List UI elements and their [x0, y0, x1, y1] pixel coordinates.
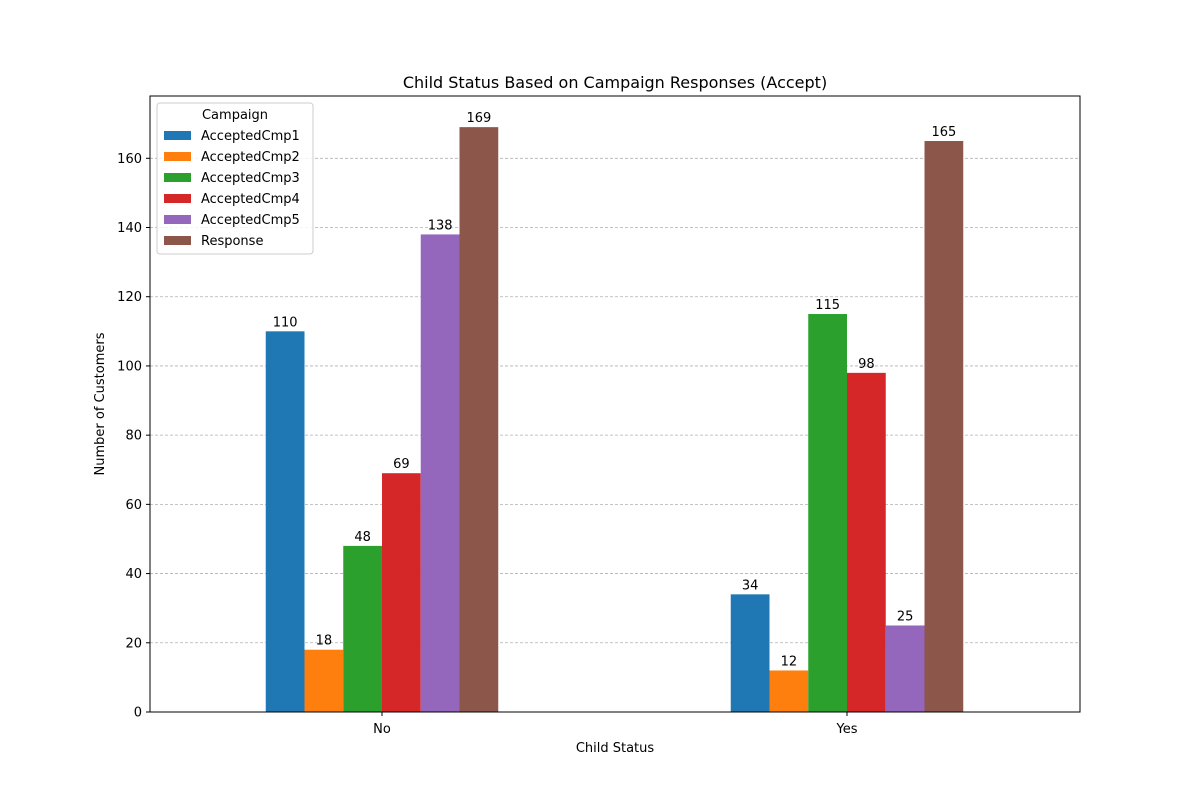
bar-acceptedcmp3-no	[343, 545, 382, 712]
x-axis-title: Child Status	[576, 741, 655, 756]
legend-label: AcceptedCmp4	[201, 192, 300, 207]
y-tick-label: 100	[117, 359, 142, 374]
bar-value-label: 115	[815, 298, 840, 313]
bar-value-label: 165	[931, 125, 956, 140]
bar-value-label: 48	[354, 530, 371, 545]
legend-label: AcceptedCmp2	[201, 150, 300, 165]
bar-response-no	[459, 127, 499, 713]
bar-response-yes	[924, 140, 964, 712]
y-tick-label: 120	[117, 290, 142, 305]
y-axis-title: Number of Customers	[93, 332, 108, 475]
legend-swatch	[164, 236, 191, 245]
legend-items: AcceptedCmp1 AcceptedCmp2 AcceptedCmp3 Acce…	[164, 129, 300, 249]
x-tick-label: Yes	[836, 722, 858, 737]
y-axis: 0 20 40 60 80 100 120 140 160	[117, 152, 150, 721]
bar-acceptedcmp5-yes	[885, 625, 925, 712]
legend-swatch	[164, 173, 191, 182]
chart-title: Child Status Based on Campaign Responses…	[403, 73, 827, 92]
bar-value-label: 34	[742, 578, 759, 593]
y-tick-label: 20	[125, 636, 142, 651]
bar-value-label: 169	[466, 111, 491, 126]
y-tick-label: 160	[117, 152, 142, 167]
y-tick-label: 40	[125, 567, 142, 582]
y-tick-label: 60	[125, 498, 142, 513]
bar-value-label: 138	[428, 218, 453, 233]
bars	[265, 127, 964, 713]
legend-label: AcceptedCmp5	[201, 213, 300, 228]
y-tick-label: 80	[125, 429, 142, 444]
bar-value-label: 25	[897, 609, 914, 624]
x-tick-label: No	[373, 722, 391, 737]
bar-value-label: 69	[393, 457, 410, 472]
y-tick-label: 0	[134, 706, 142, 721]
plot-area-frame	[149, 95, 1081, 713]
x-axis: No Yes	[373, 712, 858, 737]
bar-value-label: 98	[858, 357, 875, 372]
bar-acceptedcmp4-yes	[847, 372, 886, 712]
legend-label: AcceptedCmp1	[201, 129, 300, 144]
bar-value-label: 110	[273, 315, 298, 330]
legend-label: AcceptedCmp3	[201, 171, 300, 186]
legend-title: Campaign	[202, 108, 268, 123]
legend-label: Response	[201, 234, 263, 249]
bar-acceptedcmp4-no	[382, 473, 421, 712]
y-tick-label: 140	[117, 221, 142, 236]
legend-swatch	[164, 215, 191, 224]
bar-value-label: 12	[781, 654, 798, 669]
bar-acceptedcmp1-no	[265, 331, 305, 712]
bar-acceptedcmp1-yes	[730, 594, 770, 712]
legend: Campaign AcceptedCmp1AcceptedCmp2Accepte…	[156, 102, 314, 255]
legend-swatch	[164, 194, 191, 203]
bar-value-labels: 110 18 48 69 138 169 34 12 115 98 25 165	[273, 111, 957, 669]
legend-swatch	[164, 131, 191, 140]
bar-acceptedcmp3-yes	[808, 314, 847, 712]
bar-acceptedcmp2-no	[304, 649, 344, 712]
bar-acceptedcmp5-no	[420, 234, 460, 712]
bar-value-label: 18	[316, 634, 333, 649]
legend-box	[156, 102, 314, 255]
bar-acceptedcmp2-yes	[769, 670, 809, 712]
legend-swatch	[164, 152, 191, 161]
